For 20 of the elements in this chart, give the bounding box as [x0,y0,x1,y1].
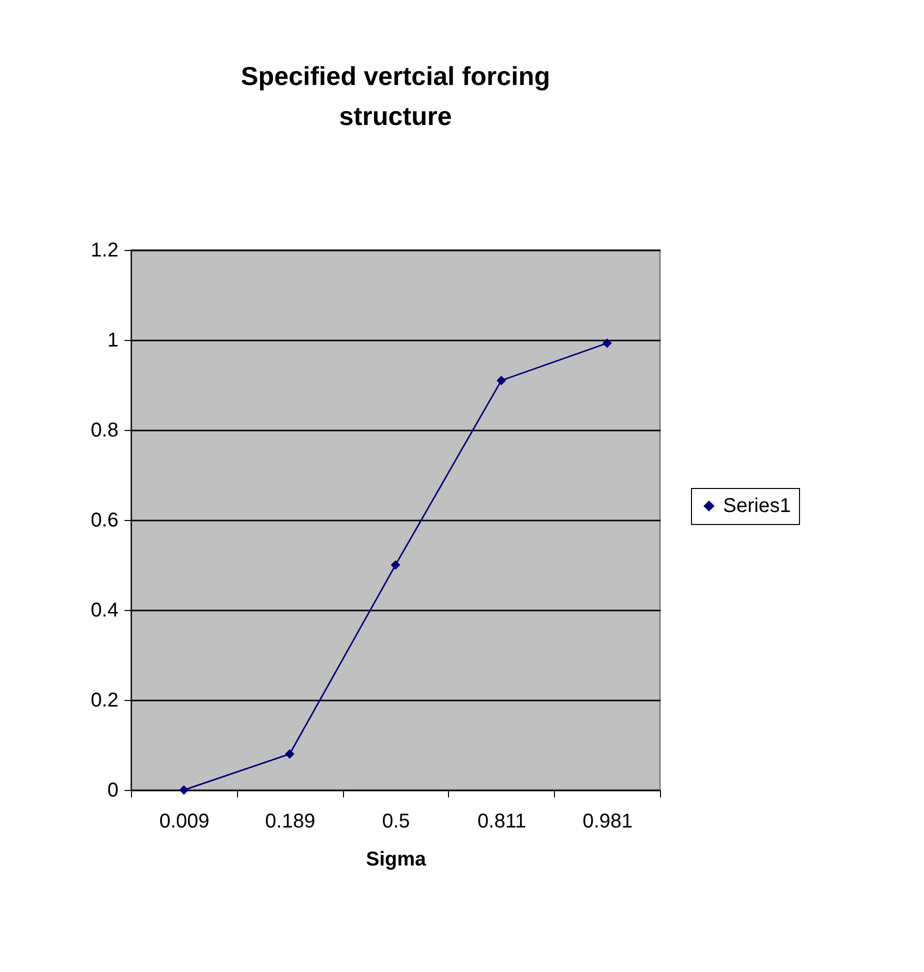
y-tick-label: 0.2 [90,690,118,712]
x-tick-label: 0.811 [478,810,526,832]
y-tick-label: 0.8 [90,420,118,442]
y-tick-label: 0.6 [90,510,118,532]
y-tick-label: 0 [107,780,118,802]
x-tick-label: 0.981 [582,810,633,832]
point [496,376,506,386]
legend-label: Series1 [723,495,791,517]
point [179,785,189,795]
y-tick-label: 1 [107,330,118,352]
x-tick-label: 0.009 [159,810,210,832]
y-tick-label: 1.2 [90,240,118,262]
point [284,749,294,759]
x-axis-title: Sigma [366,848,427,870]
x-tick-label: 0.189 [265,810,316,832]
y-tick-label: 0.4 [90,600,118,622]
point [390,560,400,570]
point [602,338,612,348]
x-tick-label: 0.5 [382,810,410,832]
chart-title: Specified vertcial forcing structure [240,61,550,131]
